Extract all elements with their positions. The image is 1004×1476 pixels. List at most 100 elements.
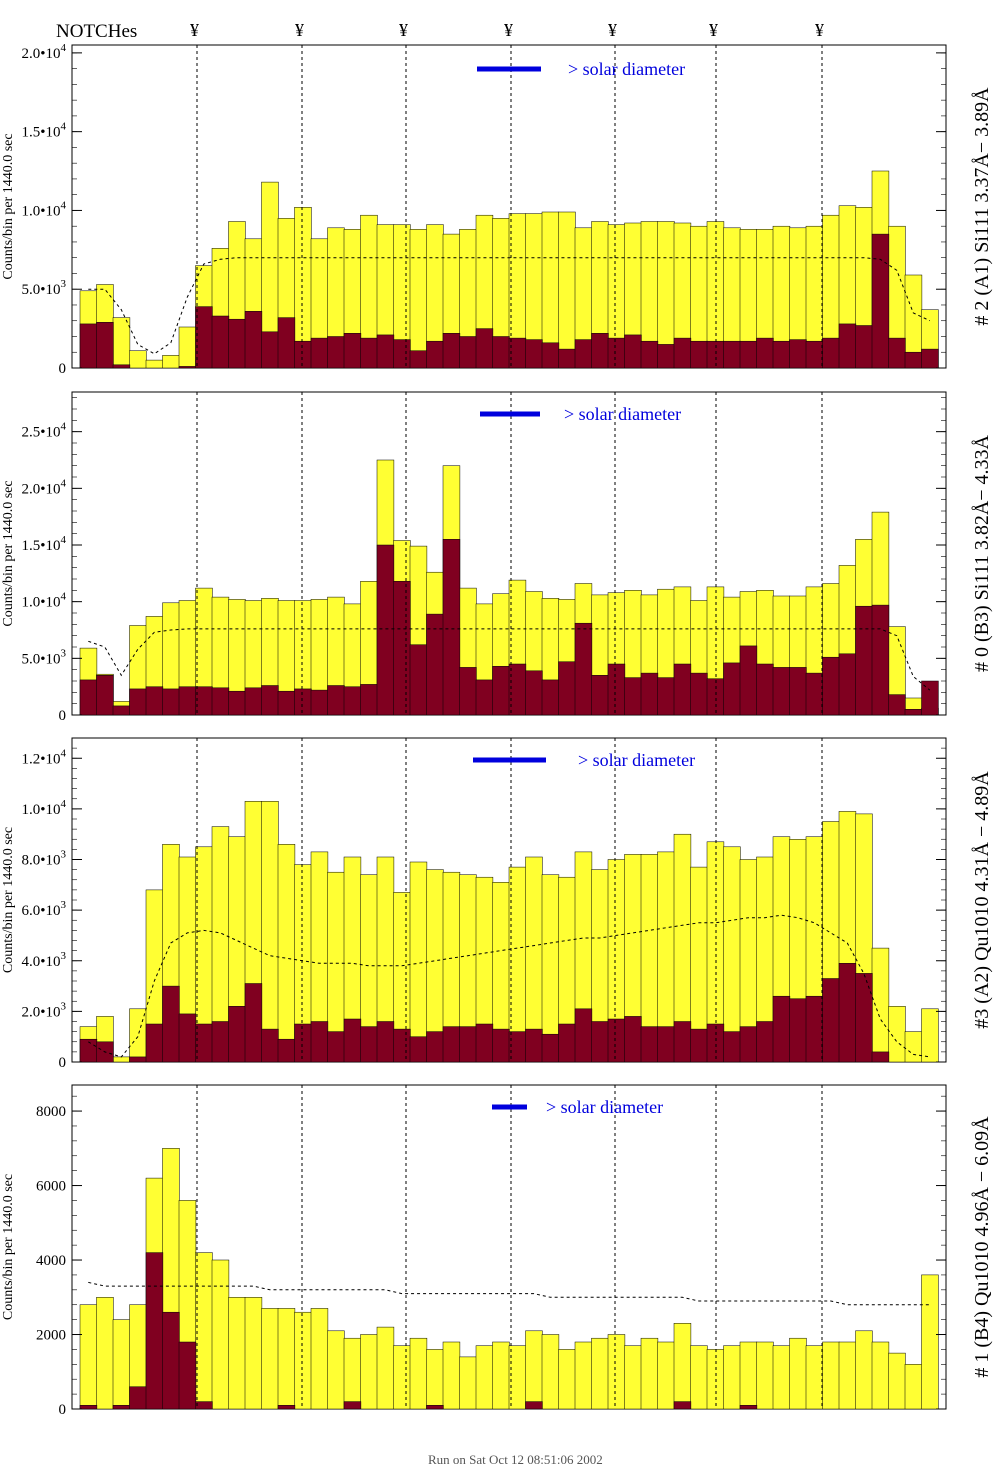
notches-label: NOTCHes xyxy=(56,21,137,42)
fluorescence-bar xyxy=(162,985,180,1063)
fluorescence-bar xyxy=(607,337,626,369)
fluorescence-bar xyxy=(624,1016,642,1063)
fluorescence-bar xyxy=(277,690,296,716)
total-bar xyxy=(112,317,131,369)
fluorescence-bar xyxy=(96,322,114,369)
fluorescence-bar xyxy=(343,333,362,369)
fluorescence-bar xyxy=(343,1018,362,1063)
y-tick-label: 1.0•104 xyxy=(21,591,66,611)
fluorescence-bar xyxy=(541,342,560,369)
total-bar xyxy=(871,947,890,1063)
fluorescence-bar xyxy=(822,656,840,716)
fluorescence-bar xyxy=(805,672,824,716)
total-bar xyxy=(558,211,576,369)
fluorescence-bar xyxy=(855,605,873,716)
total-bar xyxy=(360,1334,378,1410)
total-bar xyxy=(904,1364,923,1410)
fluorescence-bar xyxy=(723,662,741,716)
fluorescence-bar xyxy=(657,677,675,716)
total-bar xyxy=(591,1337,609,1410)
total-bar xyxy=(838,1341,857,1410)
fluorescence-bar xyxy=(657,344,675,369)
fluorescence-bar xyxy=(657,1026,675,1063)
fluorescence-bar xyxy=(459,1026,477,1063)
fluorescence-bar xyxy=(129,688,147,716)
fluorescence-bar xyxy=(789,667,807,716)
total-bar xyxy=(409,861,428,1063)
y-tick-label: 6.0•103 xyxy=(21,899,66,919)
fluorescence-bar xyxy=(855,973,873,1063)
fluorescence-bar xyxy=(772,995,791,1063)
fluorescence-bar xyxy=(195,1401,213,1410)
fluorescence-bar xyxy=(261,331,279,369)
total-bar xyxy=(195,1252,213,1410)
total-bar xyxy=(261,801,279,1063)
total-bar xyxy=(789,1337,807,1410)
fluorescence-bar xyxy=(79,323,98,369)
total-bar xyxy=(855,1330,873,1410)
fluorescence-bar xyxy=(591,333,609,369)
fluorescence-bar xyxy=(195,686,213,716)
fluorescence-bar xyxy=(178,1341,197,1410)
fluorescence-bar xyxy=(591,675,609,716)
model-curve xyxy=(88,1281,930,1306)
fluorescence-bar xyxy=(327,1031,345,1063)
total-bar xyxy=(921,1274,939,1410)
fluorescence-bar xyxy=(376,1021,395,1063)
y-tick-label: 0 xyxy=(59,708,67,724)
fluorescence-bar xyxy=(426,340,444,369)
fluorescence-bar xyxy=(921,348,939,369)
fluorescence-bar xyxy=(492,336,510,369)
total-bar xyxy=(261,1308,279,1410)
model-curve xyxy=(88,257,931,355)
y-tick-label: 1.5•104 xyxy=(21,121,66,141)
fluorescence-bar xyxy=(673,1401,692,1410)
total-bar xyxy=(475,1345,494,1410)
fluorescence-bar xyxy=(838,653,857,716)
fluorescence-bar xyxy=(525,1401,543,1410)
total-bar xyxy=(706,1349,725,1410)
fluorescence-bar xyxy=(558,661,576,716)
fluorescence-bar xyxy=(871,233,890,369)
fluorescence-bar xyxy=(129,1056,147,1063)
fluorescence-bar xyxy=(706,678,725,716)
total-bar xyxy=(112,1319,131,1410)
fluorescence-bar xyxy=(112,705,131,716)
fluorescence-bar xyxy=(525,670,543,716)
total-bar xyxy=(376,1326,395,1410)
total-bar xyxy=(277,1308,296,1410)
fluorescence-bar xyxy=(574,1008,593,1063)
total-bar xyxy=(129,1008,147,1063)
fluorescence-bar xyxy=(360,337,378,369)
y-tick-label: 2.0•103 xyxy=(21,1000,66,1020)
notch-marker-7: ¥ xyxy=(815,20,824,40)
fluorescence-bar xyxy=(888,694,906,716)
fluorescence-bar xyxy=(310,1021,329,1063)
panels: 0 5.0•103 1.0•104 1.5•104 2.0•104 > solar dia… xyxy=(1,42,993,1418)
fluorescence-bar xyxy=(442,539,461,716)
total-bar xyxy=(459,1356,477,1410)
fluorescence-bar xyxy=(195,306,213,369)
total-bar xyxy=(640,1337,659,1410)
fluorescence-bar xyxy=(162,1311,180,1410)
fluorescence-bar xyxy=(888,337,906,369)
fluorescence-bar xyxy=(508,337,527,369)
fluorescence-bar xyxy=(789,339,807,369)
total-bar xyxy=(673,1323,692,1410)
fluorescence-bar xyxy=(723,1031,741,1063)
notch-marker-2: ¥ xyxy=(295,20,304,40)
total-bar xyxy=(822,1341,840,1410)
fluorescence-bar xyxy=(343,686,362,716)
total-bar xyxy=(426,1349,444,1410)
y-tick-label: 0 xyxy=(59,1402,67,1418)
fluorescence-bar xyxy=(261,1028,279,1063)
fluorescence-bar xyxy=(79,1038,98,1063)
fluorescence-bar xyxy=(690,672,708,716)
fluorescence-bar xyxy=(459,336,477,369)
fluorescence-bar xyxy=(277,317,296,369)
total-bar xyxy=(657,1341,675,1410)
fluorescence-bar xyxy=(838,963,857,1063)
fluorescence-bar xyxy=(112,1405,131,1410)
footer-run-text: Run on Sat Oct 12 08:51:06 2002 xyxy=(428,1452,603,1467)
fluorescence-bar xyxy=(327,685,345,716)
